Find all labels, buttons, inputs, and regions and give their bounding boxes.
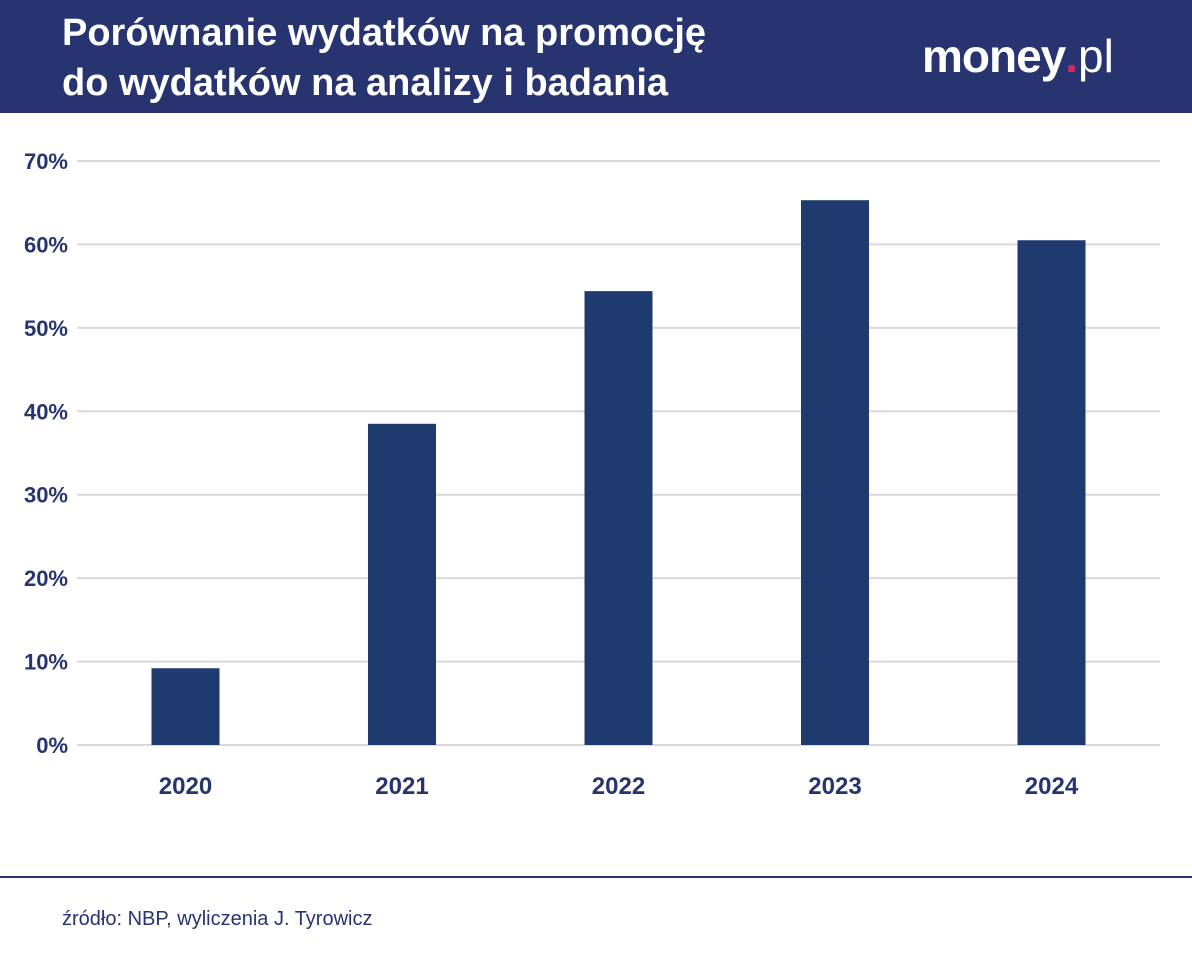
y-tick-label: 10% <box>24 650 68 675</box>
bar-2020 <box>151 668 220 745</box>
logo-main-text: money <box>922 30 1066 82</box>
x-tick-label: 2023 <box>808 773 861 800</box>
y-tick-label: 60% <box>24 232 68 257</box>
y-tick-label: 20% <box>24 566 68 591</box>
bar-2023 <box>801 200 869 745</box>
x-tick-label: 2024 <box>1025 773 1079 800</box>
y-tick-label: 0% <box>36 733 68 758</box>
logo-dot: . <box>1065 30 1079 82</box>
bars <box>151 200 1086 745</box>
bar-2021 <box>368 423 436 745</box>
chart-title-line-1: Porównanie wydatków na promocję <box>62 12 707 54</box>
footer-divider <box>0 876 1192 878</box>
y-tick-label: 30% <box>24 483 68 508</box>
bar-2022 <box>584 291 653 745</box>
x-tick-label: 2020 <box>159 773 212 800</box>
chart-title: Porównanie wydatków na promocję do wydat… <box>62 8 706 108</box>
header-banner: Porównanie wydatków na promocję do wydat… <box>0 0 1192 113</box>
logo-tld-text: pl <box>1078 30 1114 82</box>
money-pl-logo: money.pl <box>922 26 1114 86</box>
x-tick-label: 2021 <box>375 773 428 800</box>
bar-2024 <box>1017 240 1086 745</box>
x-tick-label: 2022 <box>592 773 645 800</box>
source-note: źródło: NBP, wyliczenia J. Tyrowicz <box>62 908 373 930</box>
y-axis-ticks: 0% 10% 20% 30% 40% 50% 60% 70% <box>24 149 68 758</box>
bar-chart: 0% 10% 20% 30% 40% 50% 60% 70% 2020 2021 2022 2023… <box>24 149 1160 800</box>
x-axis-ticks: 2020 2021 2022 2023 2024 <box>159 773 1079 800</box>
y-tick-label: 70% <box>24 149 68 174</box>
y-tick-label: 40% <box>24 399 68 424</box>
y-tick-label: 50% <box>24 316 68 341</box>
chart-title-line-2: do wydatków na analizy i badania <box>62 62 669 104</box>
